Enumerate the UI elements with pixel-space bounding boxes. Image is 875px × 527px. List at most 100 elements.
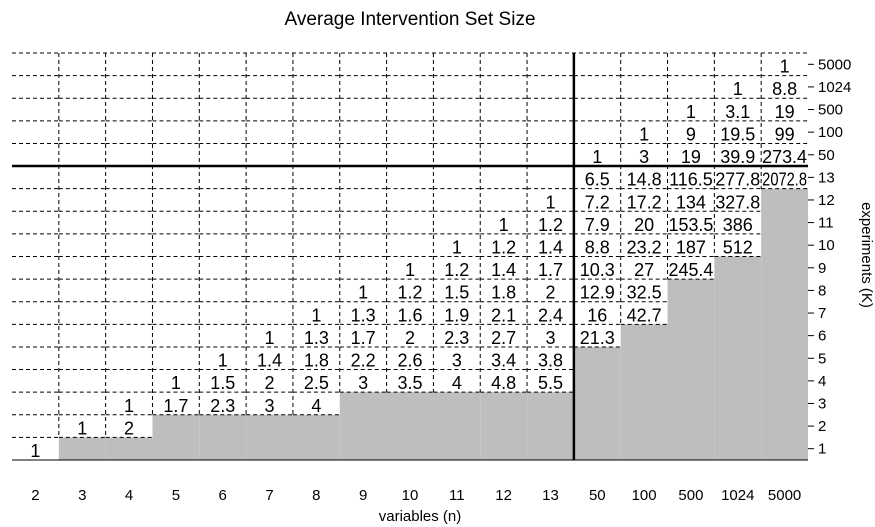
section-dividers (12, 53, 808, 461)
cell-value-7-6: 1 (265, 328, 275, 348)
y-tick-50: 50 (818, 147, 835, 164)
cell-value-5000-13: 2072.8 (762, 170, 807, 190)
cell-value-7-5: 1.4 (257, 351, 282, 371)
x-tick-10: 10 (402, 487, 419, 504)
cell-value-13-5: 3.8 (538, 351, 563, 371)
cell-value-2-1: 1 (30, 441, 40, 461)
chart-title: Average Intervention Set Size (284, 9, 535, 30)
cell-value-10-4: 3.5 (397, 373, 422, 393)
cell-value-50-10: 8.8 (585, 238, 610, 258)
cell-value-12-8: 1.8 (491, 283, 516, 303)
cell-value-4-2: 2 (124, 418, 134, 438)
cell-value-5000-50: 273.4 (762, 147, 807, 167)
cell-value-12-4: 4.8 (491, 373, 516, 393)
cell-value-10-7: 1.6 (397, 305, 422, 325)
cell-value-1024-10: 512 (723, 238, 753, 258)
y-tick-1: 1 (818, 441, 826, 458)
cell-value-6-3: 2.3 (210, 396, 235, 416)
cell-value-13-12: 1 (545, 192, 555, 212)
y-tick-6: 6 (818, 328, 826, 345)
shaded-col-10 (386, 392, 434, 460)
shaded-col-5 (152, 414, 200, 460)
y-tick-5: 5 (818, 350, 826, 367)
cell-value-11-10: 1 (452, 238, 462, 258)
cell-value-100-8: 32.5 (627, 283, 662, 303)
cell-value-8-5: 1.8 (304, 351, 329, 371)
cell-value-4-3: 1 (124, 396, 134, 416)
cell-value-100-100: 1 (639, 124, 649, 144)
cell-value-12-10: 1.2 (491, 238, 516, 258)
cell-value-100-11: 20 (634, 215, 654, 235)
shaded-col-8 (292, 414, 340, 460)
cell-value-5000-5000: 1 (780, 57, 790, 77)
x-tick-1024: 1024 (721, 487, 754, 504)
shaded-col-7 (246, 414, 293, 460)
cell-value-5000-500: 19 (775, 102, 795, 122)
cell-value-50-7: 16 (587, 305, 607, 325)
cell-value-100-9: 27 (634, 260, 654, 280)
x-tick-6: 6 (219, 487, 227, 504)
shaded-col-6 (199, 414, 247, 460)
cell-value-100-7: 42.7 (627, 305, 662, 325)
y-tick-100: 100 (818, 124, 843, 141)
cell-value-8-7: 1 (311, 305, 321, 325)
cell-value-11-4: 4 (452, 373, 462, 393)
cell-value-6-5: 1 (218, 351, 228, 371)
cell-value-13-10: 1.4 (538, 238, 563, 258)
cell-value-100-10: 23.2 (627, 238, 662, 258)
y-tick-10: 10 (818, 237, 835, 254)
cell-value-500-50: 19 (681, 147, 701, 167)
cell-value-50-12: 7.2 (585, 192, 610, 212)
cell-value-1024-50: 39.9 (720, 147, 755, 167)
x-axis-title: variables (n) (379, 508, 462, 525)
cell-value-7-4: 2 (265, 373, 275, 393)
x-tick-12: 12 (495, 487, 512, 504)
shaded-col-5000 (761, 188, 808, 460)
cell-value-12-9: 1.4 (491, 260, 516, 280)
x-tick-2: 2 (31, 487, 39, 504)
cell-value-1024-500: 3.1 (725, 102, 750, 122)
cell-value-10-5: 2.6 (397, 351, 422, 371)
cell-value-12-5: 3.4 (491, 351, 516, 371)
cell-value-500-9: 245.4 (669, 260, 714, 280)
y-tick-7: 7 (818, 305, 826, 322)
cell-value-3-2: 1 (77, 418, 87, 438)
x-tick-50: 50 (589, 487, 606, 504)
cell-value-10-8: 1.2 (397, 283, 422, 303)
cell-value-50-50: 1 (592, 147, 602, 167)
cell-value-1024-13: 277.8 (715, 170, 760, 190)
cell-value-5000-1024: 8.8 (772, 79, 797, 99)
cell-value-500-10: 187 (676, 238, 706, 258)
x-tick-11: 11 (449, 487, 465, 504)
cell-value-13-8: 2 (545, 283, 555, 303)
cell-value-11-6: 2.3 (444, 328, 469, 348)
cell-value-8-4: 2.5 (304, 373, 329, 393)
y-tick-3: 3 (818, 395, 826, 412)
x-tick-5000: 5000 (768, 487, 801, 504)
y-tick-9: 9 (818, 260, 826, 277)
cell-value-1024-12: 327.8 (715, 192, 760, 212)
y-tick-8: 8 (818, 282, 826, 299)
cell-value-12-7: 2.1 (491, 305, 516, 325)
cell-value-100-12: 17.2 (627, 192, 662, 212)
cell-value-50-8: 12.9 (580, 283, 615, 303)
cell-value-500-500: 1 (686, 102, 696, 122)
cell-value-1024-11: 386 (723, 215, 753, 235)
cell-value-100-50: 3 (639, 147, 649, 167)
y-tick-12: 12 (818, 192, 835, 209)
cell-value-8-6: 1.3 (304, 328, 329, 348)
cell-value-13-11: 1.2 (538, 215, 563, 235)
x-tick-3: 3 (78, 487, 86, 504)
x-tick-500: 500 (678, 487, 703, 504)
cell-value-500-13: 116.5 (669, 170, 713, 190)
y-axis-title: experiments (K) (858, 202, 875, 308)
x-tick-8: 8 (312, 487, 320, 504)
cell-value-11-8: 1.5 (444, 283, 469, 303)
cell-value-5-4: 1 (171, 373, 181, 393)
shaded-col-12 (480, 392, 528, 460)
y-tick-1024: 1024 (818, 79, 851, 96)
cell-value-12-6: 2.7 (491, 328, 516, 348)
x-tick-7: 7 (265, 487, 273, 504)
